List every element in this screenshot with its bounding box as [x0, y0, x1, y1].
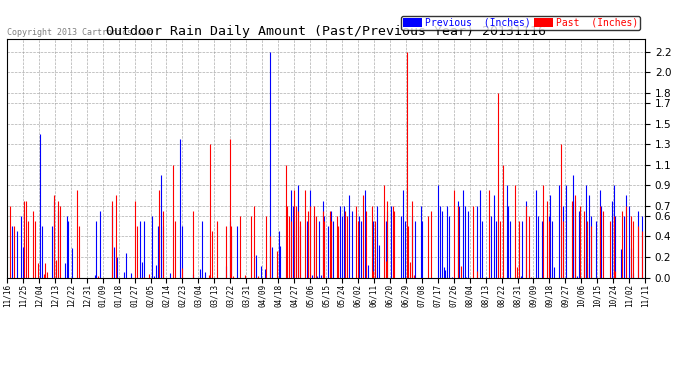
- Title: Outdoor Rain Daily Amount (Past/Previous Year) 20131116: Outdoor Rain Daily Amount (Past/Previous…: [106, 25, 546, 38]
- Text: Copyright 2013 Cartronics.com: Copyright 2013 Cartronics.com: [7, 28, 152, 37]
- Legend: Previous  (Inches), Past  (Inches): Previous (Inches), Past (Inches): [401, 16, 640, 30]
